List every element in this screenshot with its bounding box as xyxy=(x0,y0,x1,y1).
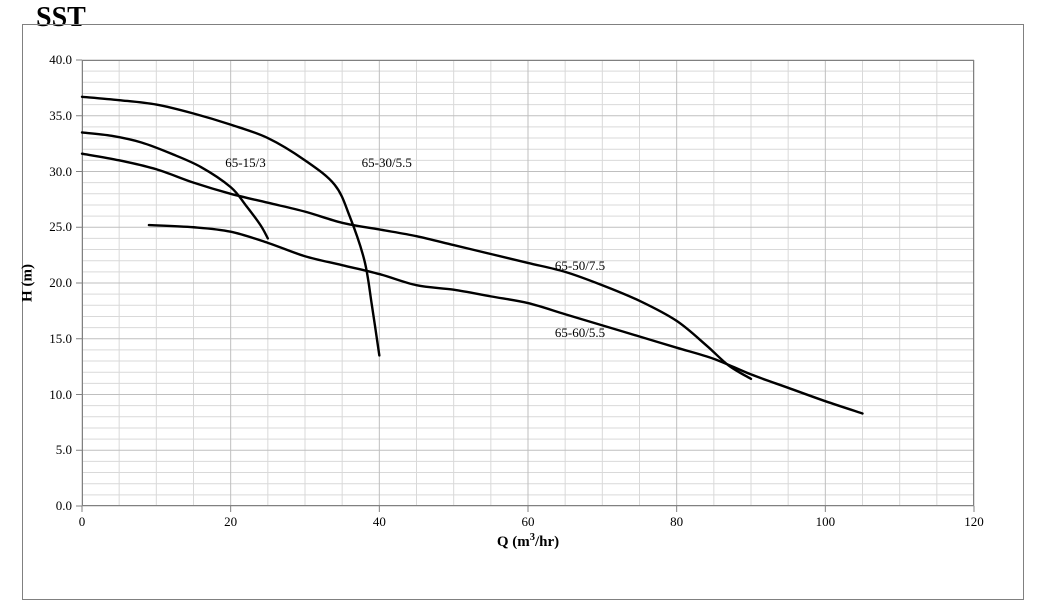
series-65-60/5.5 xyxy=(149,225,863,413)
series-label-65-15/3: 65-15/3 xyxy=(225,155,265,171)
y-tick-label: 20.0 xyxy=(49,275,72,291)
series-label-65-30/5.5: 65-30/5.5 xyxy=(362,155,412,171)
x-tick-label: 60 xyxy=(522,514,535,530)
y-tick-label: 40.0 xyxy=(49,52,72,68)
x-tick-label: 40 xyxy=(373,514,386,530)
plot-area: 0204060801001200.05.010.015.020.025.030.… xyxy=(82,60,974,506)
x-tick-label: 0 xyxy=(79,514,86,530)
y-tick-label: 35.0 xyxy=(49,108,72,124)
x-tick-label: 80 xyxy=(670,514,683,530)
y-tick-label: 30.0 xyxy=(49,164,72,180)
x-tick-label: 100 xyxy=(816,514,836,530)
y-tick-label: 25.0 xyxy=(49,219,72,235)
series-65-15/3 xyxy=(82,132,268,238)
x-tick-label: 120 xyxy=(964,514,984,530)
y-tick-label: 0.0 xyxy=(56,498,72,514)
y-axis-label: H (m) xyxy=(20,264,37,302)
series-label-65-50/7.5: 65-50/7.5 xyxy=(555,258,605,274)
y-tick-label: 10.0 xyxy=(49,387,72,403)
y-tick-label: 15.0 xyxy=(49,331,72,347)
series-label-65-60/5.5: 65-60/5.5 xyxy=(555,325,605,341)
x-tick-label: 20 xyxy=(224,514,237,530)
y-tick-label: 5.0 xyxy=(56,442,72,458)
x-axis-label: Q (m3/hr) xyxy=(497,534,559,551)
